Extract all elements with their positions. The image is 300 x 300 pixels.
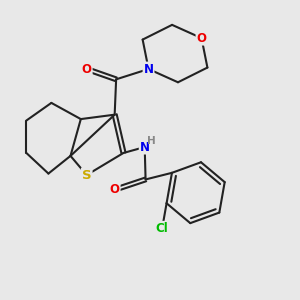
Text: N: N xyxy=(140,141,150,154)
Text: S: S xyxy=(82,169,92,182)
Text: O: O xyxy=(82,62,92,76)
Text: O: O xyxy=(196,32,206,45)
Text: H: H xyxy=(147,136,156,146)
Text: O: O xyxy=(110,183,120,196)
Text: Cl: Cl xyxy=(156,222,169,235)
Text: N: N xyxy=(143,62,154,76)
